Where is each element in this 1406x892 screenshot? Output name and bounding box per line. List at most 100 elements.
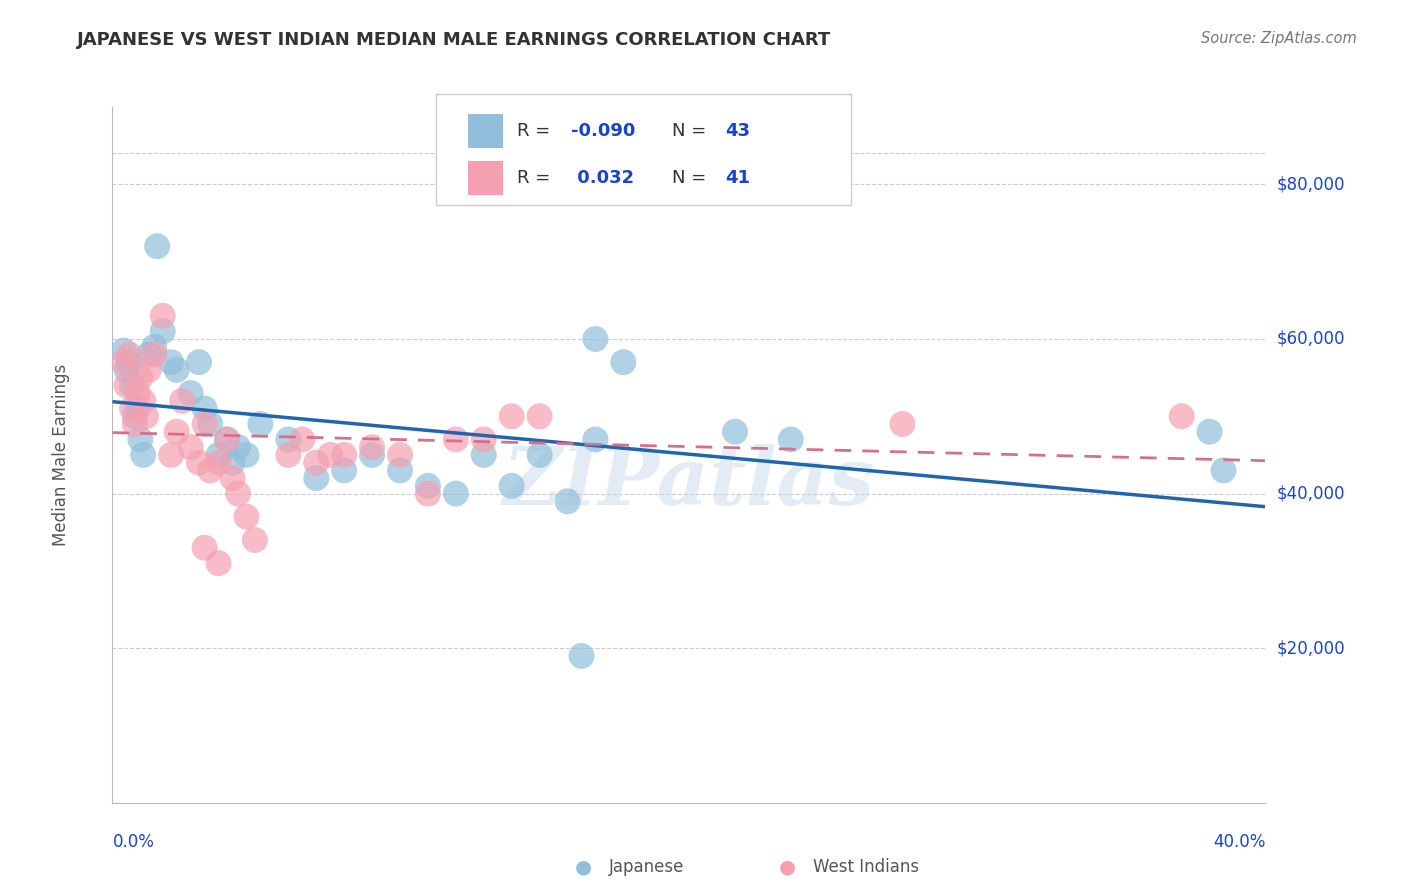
Point [166,363,188,377]
Text: 43: 43 [725,122,751,140]
Point [160,355,183,369]
Point [121,401,143,416]
Text: $20,000: $20,000 [1277,640,1346,657]
Point [226,440,249,454]
Point [143,347,166,361]
Point [138,363,160,377]
Point [361,440,384,454]
Point [127,401,149,416]
Point [127,386,149,401]
Point [444,486,467,500]
Text: Japanese: Japanese [609,858,685,876]
Text: 41: 41 [725,169,751,187]
Point [188,355,211,369]
Text: 0.0%: 0.0% [112,833,155,851]
Point [207,556,229,570]
Text: West Indians: West Indians [813,858,918,876]
Point [215,433,238,447]
Point [152,324,174,338]
Point [180,386,202,401]
Point [166,425,188,439]
Point [221,456,243,470]
Point [215,433,238,447]
Text: $40,000: $40,000 [1277,484,1346,502]
Point [152,309,174,323]
Point [221,471,243,485]
Point [1198,425,1220,439]
Point [529,448,551,462]
Point [305,471,328,485]
Point [115,378,138,392]
Text: Median Male Earnings: Median Male Earnings [52,364,70,546]
Point [135,409,157,424]
Point [188,456,211,470]
Point [291,433,314,447]
Point [112,343,135,358]
Point [226,486,249,500]
Text: 0.032: 0.032 [571,169,634,187]
Point [319,448,342,462]
Point [115,363,138,377]
Point [779,433,801,447]
Point [249,417,271,431]
Point [583,332,606,346]
Point [501,409,523,424]
Text: N =: N = [672,169,706,187]
Point [118,347,141,361]
Point [235,448,257,462]
Point [118,355,141,369]
Point [160,448,183,462]
Point [207,456,229,470]
Point [243,533,266,547]
Point [501,479,523,493]
Point [198,417,221,431]
Text: Source: ZipAtlas.com: Source: ZipAtlas.com [1201,31,1357,46]
Point [138,347,160,361]
Point [557,494,579,508]
Text: $60,000: $60,000 [1277,330,1346,348]
Point [129,433,152,447]
Point [194,541,217,555]
Point [389,448,412,462]
Text: $80,000: $80,000 [1277,176,1346,194]
Text: JAPANESE VS WEST INDIAN MEDIAN MALE EARNINGS CORRELATION CHART: JAPANESE VS WEST INDIAN MEDIAN MALE EARN… [77,31,831,49]
Point [112,355,135,369]
Point [389,463,412,477]
Point [194,401,217,416]
Text: R =: R = [517,169,551,187]
Point [124,417,146,431]
Point [277,448,299,462]
Point [277,433,299,447]
Point [333,463,356,477]
Point [529,409,551,424]
Text: -0.090: -0.090 [571,122,636,140]
Point [132,393,155,408]
Point [571,648,593,663]
Text: ●: ● [779,857,796,877]
Point [143,340,166,354]
Point [194,417,217,431]
Text: N =: N = [672,122,706,140]
Point [444,433,467,447]
Point [1170,409,1192,424]
Point [891,417,914,431]
Point [416,479,439,493]
Point [612,355,634,369]
Point [146,239,169,253]
Text: ●: ● [575,857,592,877]
Point [172,393,194,408]
Point [235,509,257,524]
Point [129,370,152,384]
Text: ZIPatlas: ZIPatlas [503,444,875,522]
Point [132,448,155,462]
Point [416,486,439,500]
Point [180,440,202,454]
Point [333,448,356,462]
Point [361,448,384,462]
Text: R =: R = [517,122,551,140]
Point [724,425,747,439]
Point [124,409,146,424]
Text: 40.0%: 40.0% [1213,833,1265,851]
Point [472,448,495,462]
Point [207,448,229,462]
